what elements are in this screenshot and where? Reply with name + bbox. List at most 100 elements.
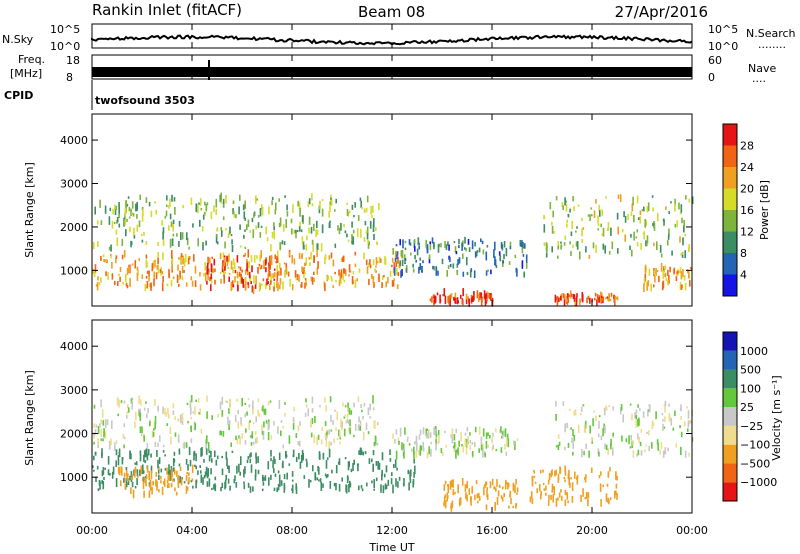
colorbar-tick-label: −1000 bbox=[740, 476, 777, 489]
data-cell bbox=[674, 198, 676, 206]
data-cell bbox=[140, 433, 143, 437]
data-cell bbox=[486, 487, 488, 491]
data-cell bbox=[135, 203, 137, 212]
data-cell bbox=[251, 285, 254, 293]
data-cell bbox=[321, 199, 324, 202]
data-cell bbox=[454, 491, 456, 495]
data-cell bbox=[392, 268, 395, 274]
data-cell bbox=[321, 427, 323, 431]
data-cell bbox=[304, 272, 306, 275]
data-cell bbox=[664, 447, 667, 455]
data-cell bbox=[369, 264, 372, 269]
data-cell bbox=[259, 254, 261, 262]
data-cell bbox=[173, 458, 176, 463]
data-cell bbox=[330, 414, 332, 423]
data-cell bbox=[242, 284, 245, 288]
data-cell bbox=[414, 441, 416, 445]
data-cell bbox=[270, 273, 272, 283]
data-cell bbox=[422, 260, 424, 264]
data-cell bbox=[228, 272, 231, 275]
data-cell bbox=[379, 258, 382, 263]
data-cell bbox=[262, 278, 265, 282]
data-cell bbox=[667, 279, 669, 286]
data-cell bbox=[252, 400, 254, 410]
data-cell bbox=[410, 469, 412, 477]
data-cell bbox=[151, 263, 154, 269]
data-cell bbox=[154, 399, 156, 406]
data-cell bbox=[328, 255, 331, 260]
data-cell bbox=[344, 414, 346, 417]
data-cell bbox=[104, 419, 107, 428]
data-cell bbox=[683, 225, 685, 233]
data-cell bbox=[172, 219, 175, 224]
data-cell bbox=[185, 442, 188, 448]
data-cell bbox=[624, 215, 627, 223]
data-cell bbox=[354, 424, 357, 431]
data-cell bbox=[162, 231, 164, 240]
data-cell bbox=[640, 450, 643, 456]
data-cell bbox=[447, 495, 449, 499]
data-cell bbox=[378, 203, 380, 210]
data-cell bbox=[115, 440, 118, 444]
y-tick-label: 2000 bbox=[60, 221, 88, 234]
data-cell bbox=[420, 266, 423, 271]
data-cell bbox=[469, 432, 471, 436]
data-cell bbox=[476, 290, 479, 299]
data-cell bbox=[369, 416, 371, 419]
data-cell bbox=[640, 429, 643, 433]
data-cell bbox=[308, 227, 310, 234]
data-cell bbox=[123, 400, 126, 404]
data-cell bbox=[255, 275, 257, 285]
data-cell bbox=[617, 248, 619, 254]
data-cell bbox=[301, 266, 303, 272]
data-cell bbox=[319, 405, 321, 408]
data-cell bbox=[428, 446, 430, 455]
data-cell bbox=[305, 398, 307, 403]
data-cell bbox=[434, 296, 437, 303]
data-cell bbox=[667, 236, 670, 240]
power-colorbar-label: Power [dB] bbox=[758, 180, 771, 240]
data-cell bbox=[222, 199, 225, 208]
data-cell bbox=[152, 431, 155, 437]
data-cell bbox=[244, 200, 246, 209]
data-cell bbox=[165, 411, 168, 417]
data-cell bbox=[188, 256, 191, 260]
colorbar-segment bbox=[723, 188, 737, 210]
data-cell bbox=[429, 244, 432, 250]
data-cell bbox=[291, 484, 294, 494]
data-cell bbox=[450, 479, 453, 488]
data-cell bbox=[239, 436, 241, 445]
data-cell bbox=[665, 277, 668, 282]
data-cell bbox=[100, 277, 102, 283]
data-cell bbox=[453, 449, 456, 452]
data-cell bbox=[562, 293, 565, 297]
data-cell bbox=[221, 455, 223, 459]
data-cell bbox=[366, 195, 369, 203]
data-cell bbox=[194, 265, 197, 274]
data-cell bbox=[143, 407, 146, 411]
data-cell bbox=[157, 459, 159, 469]
data-cell bbox=[283, 262, 286, 265]
data-cell bbox=[545, 252, 548, 258]
data-cell bbox=[551, 221, 553, 226]
data-cell bbox=[279, 284, 281, 290]
data-cell bbox=[418, 245, 420, 250]
data-cell bbox=[382, 275, 384, 280]
data-cell bbox=[285, 451, 287, 459]
data-cell bbox=[504, 428, 507, 438]
data-cell bbox=[680, 284, 683, 290]
data-cell bbox=[347, 402, 349, 412]
data-cell bbox=[332, 285, 334, 289]
data-cell bbox=[458, 238, 460, 245]
data-cell bbox=[138, 411, 141, 417]
date-title: 27/Apr/2016 bbox=[615, 3, 708, 21]
data-cell bbox=[332, 420, 334, 425]
data-cell bbox=[605, 196, 607, 199]
data-cell bbox=[558, 441, 561, 446]
data-cell bbox=[135, 411, 137, 421]
data-cell bbox=[121, 254, 124, 260]
data-cell bbox=[580, 412, 582, 416]
data-cell bbox=[105, 258, 107, 262]
data-cell bbox=[485, 441, 488, 449]
data-cell bbox=[498, 484, 501, 488]
